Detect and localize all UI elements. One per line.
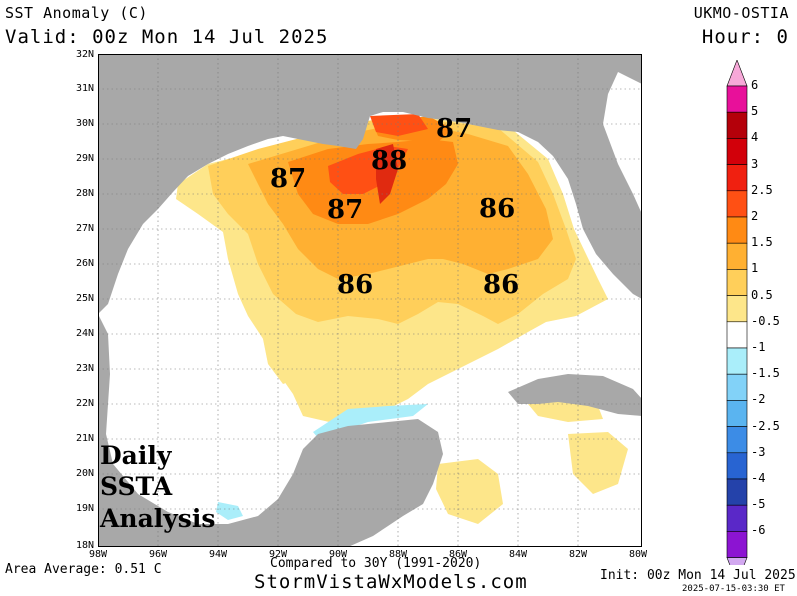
area-average: Area Average: 0.51 C: [5, 562, 162, 577]
colorbar-bin: [726, 452, 748, 480]
colorbar-bin: [726, 321, 748, 349]
sst-label: 87: [327, 195, 364, 225]
colorbar-tick-label: 1.5: [751, 235, 773, 250]
lon-tick-label: 96W: [148, 549, 168, 560]
colorbar-bin: [726, 216, 748, 244]
lat-tick-label: 30N: [75, 118, 94, 129]
colorbar-tick-label: 2.5: [751, 182, 773, 197]
colorbar-tick-label: 5: [751, 104, 759, 119]
lat-tick-label: 32N: [75, 49, 94, 60]
colorbar-tick-label: 3: [751, 156, 759, 171]
lon-tick-label: 92W: [268, 549, 288, 560]
lon-tick-label: 90W: [328, 549, 348, 560]
lat-tick-label: 23N: [75, 363, 94, 374]
colorbar-tick-label: -4: [751, 471, 766, 485]
colorbar-bin: [726, 347, 748, 375]
colorbar-tick-label: -0.5: [751, 313, 780, 328]
overlay-line: Daily: [100, 441, 172, 470]
lat-tick-label: 19N: [75, 503, 94, 514]
lon-tick-label: 98W: [88, 549, 108, 560]
lat-tick-label: 29N: [75, 153, 94, 164]
analysis-overlay-title: Daily SSTA Analysis: [100, 440, 215, 534]
colorbar-tick-label: 2: [751, 209, 759, 223]
lat-tick-label: 18N: [75, 540, 94, 551]
lat-tick-label: 21N: [75, 433, 94, 444]
colorbar-max-arrow: [726, 59, 748, 87]
lat-tick-label: 31N: [75, 83, 94, 94]
sst-anomaly-map: [98, 54, 642, 547]
lon-tick-label: 80W: [628, 549, 648, 560]
colorbar-bin: [726, 373, 748, 401]
colorbar-bin: [726, 400, 748, 427]
colorbar-tick-label: 6: [751, 78, 759, 92]
colorbar-tick-label: -2.5: [751, 418, 780, 433]
colorbar-bin: [726, 111, 748, 139]
climatology-baseline: Compared to 30Y (1991-2020): [270, 556, 482, 571]
colorbar-tick-label: 1: [751, 261, 759, 276]
colorbar-tick-label: -3: [751, 444, 766, 459]
colorbar-tick-label: -1.5: [751, 366, 780, 381]
colorbar-bin: [726, 295, 748, 323]
lon-tick-label: 88W: [388, 549, 408, 560]
lat-tick-label: 27N: [75, 223, 94, 234]
sst-label: 87: [436, 114, 473, 144]
colorbar-graphic: [726, 59, 748, 585]
colorbar-bin: [726, 504, 748, 532]
lon-tick-label: 82W: [568, 549, 588, 560]
colorbar-bin: [726, 164, 748, 192]
map-panel: 87 88 87 87 86 86 86 Daily SSTA Analysis: [98, 54, 642, 547]
colorbar-bin: [726, 478, 748, 506]
lat-tick-label: 24N: [75, 328, 94, 339]
colorbar-bin: [726, 426, 748, 454]
anomaly-area-0.5-1: [258, 314, 308, 384]
colorbar-min-arrow: [726, 557, 748, 585]
colorbar: [722, 59, 752, 585]
site-credit: StormVistaWxModels.com: [254, 571, 528, 593]
colorbar-tick-label: -1: [751, 340, 766, 354]
generated-timestamp: 2025-07-15-03:30 ET: [682, 584, 785, 594]
sst-label: 86: [479, 194, 516, 224]
colorbar-tick-label: 4: [751, 130, 759, 145]
overlay-line: SSTA: [100, 472, 173, 502]
cool-anomaly-mexico: [216, 502, 243, 520]
anomaly-area-0.5-1: [436, 459, 503, 524]
lat-tick-label: 22N: [75, 398, 94, 409]
colorbar-tick-label: 0.5: [751, 287, 773, 302]
map-frame: [98, 54, 642, 547]
lat-tick-label: 20N: [75, 468, 94, 479]
colorbar-bin: [726, 269, 748, 296]
sst-label: 87: [270, 164, 307, 194]
colorbar-tick-label: -5: [751, 497, 766, 512]
land-mexico: [98, 314, 443, 547]
colorbar-bin: [726, 138, 748, 165]
sst-label: 88: [371, 146, 408, 176]
cool-anomaly-yucatan: [313, 404, 428, 444]
init-time: Init: 00z Mon 14 Jul 2025: [600, 568, 796, 583]
colorbar-bin: [726, 242, 748, 270]
colorbar-bin: [726, 531, 748, 558]
map-title: SST Anomaly (C): [5, 4, 148, 22]
model-name: UKMO-OSTIA: [693, 4, 789, 22]
colorbar-bin: [726, 190, 748, 218]
lat-tick-label: 26N: [75, 258, 94, 269]
lon-tick-label: 86W: [448, 549, 468, 560]
lat-tick-label: 28N: [75, 188, 94, 199]
colorbar-bin: [726, 85, 748, 113]
forecast-hour: Hour: 0: [701, 26, 789, 48]
lon-tick-label: 94W: [208, 549, 228, 560]
sst-label: 86: [483, 270, 520, 300]
valid-time: Valid: 00z Mon 14 Jul 2025: [5, 26, 329, 48]
overlay-line: Analysis: [100, 503, 216, 533]
lon-tick-label: 84W: [508, 549, 528, 560]
anomaly-area-2.5-3: [370, 114, 428, 136]
anomaly-area-0.5-1: [568, 432, 628, 494]
lat-tick-label: 25N: [75, 293, 94, 304]
lat-lon-grid: [98, 54, 642, 547]
colorbar-tick-label: -6: [751, 523, 766, 538]
sst-label: 86: [337, 270, 374, 300]
colorbar-tick-label: -2: [751, 392, 766, 407]
land-united-states: [98, 54, 642, 314]
land-cuba: [508, 374, 642, 416]
